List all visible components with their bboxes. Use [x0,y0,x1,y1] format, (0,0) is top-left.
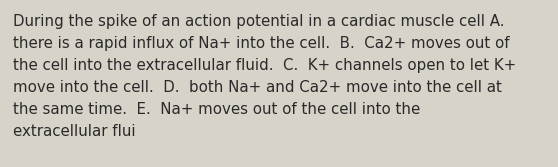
Text: there is a rapid influx of Na+ into the cell.  B.  Ca2+ moves out of: there is a rapid influx of Na+ into the … [13,36,509,51]
Text: move into the cell.  D.  both Na+ and Ca2+ move into the cell at: move into the cell. D. both Na+ and Ca2+… [13,80,502,95]
Text: During the spike of an action potential in a cardiac muscle cell A.: During the spike of an action potential … [13,14,504,29]
Text: the cell into the extracellular fluid.  C.  K+ channels open to let K+: the cell into the extracellular fluid. C… [13,58,516,73]
Text: the same time.  E.  Na+ moves out of the cell into the: the same time. E. Na+ moves out of the c… [13,102,420,117]
Text: extracellular flui: extracellular flui [13,124,136,139]
